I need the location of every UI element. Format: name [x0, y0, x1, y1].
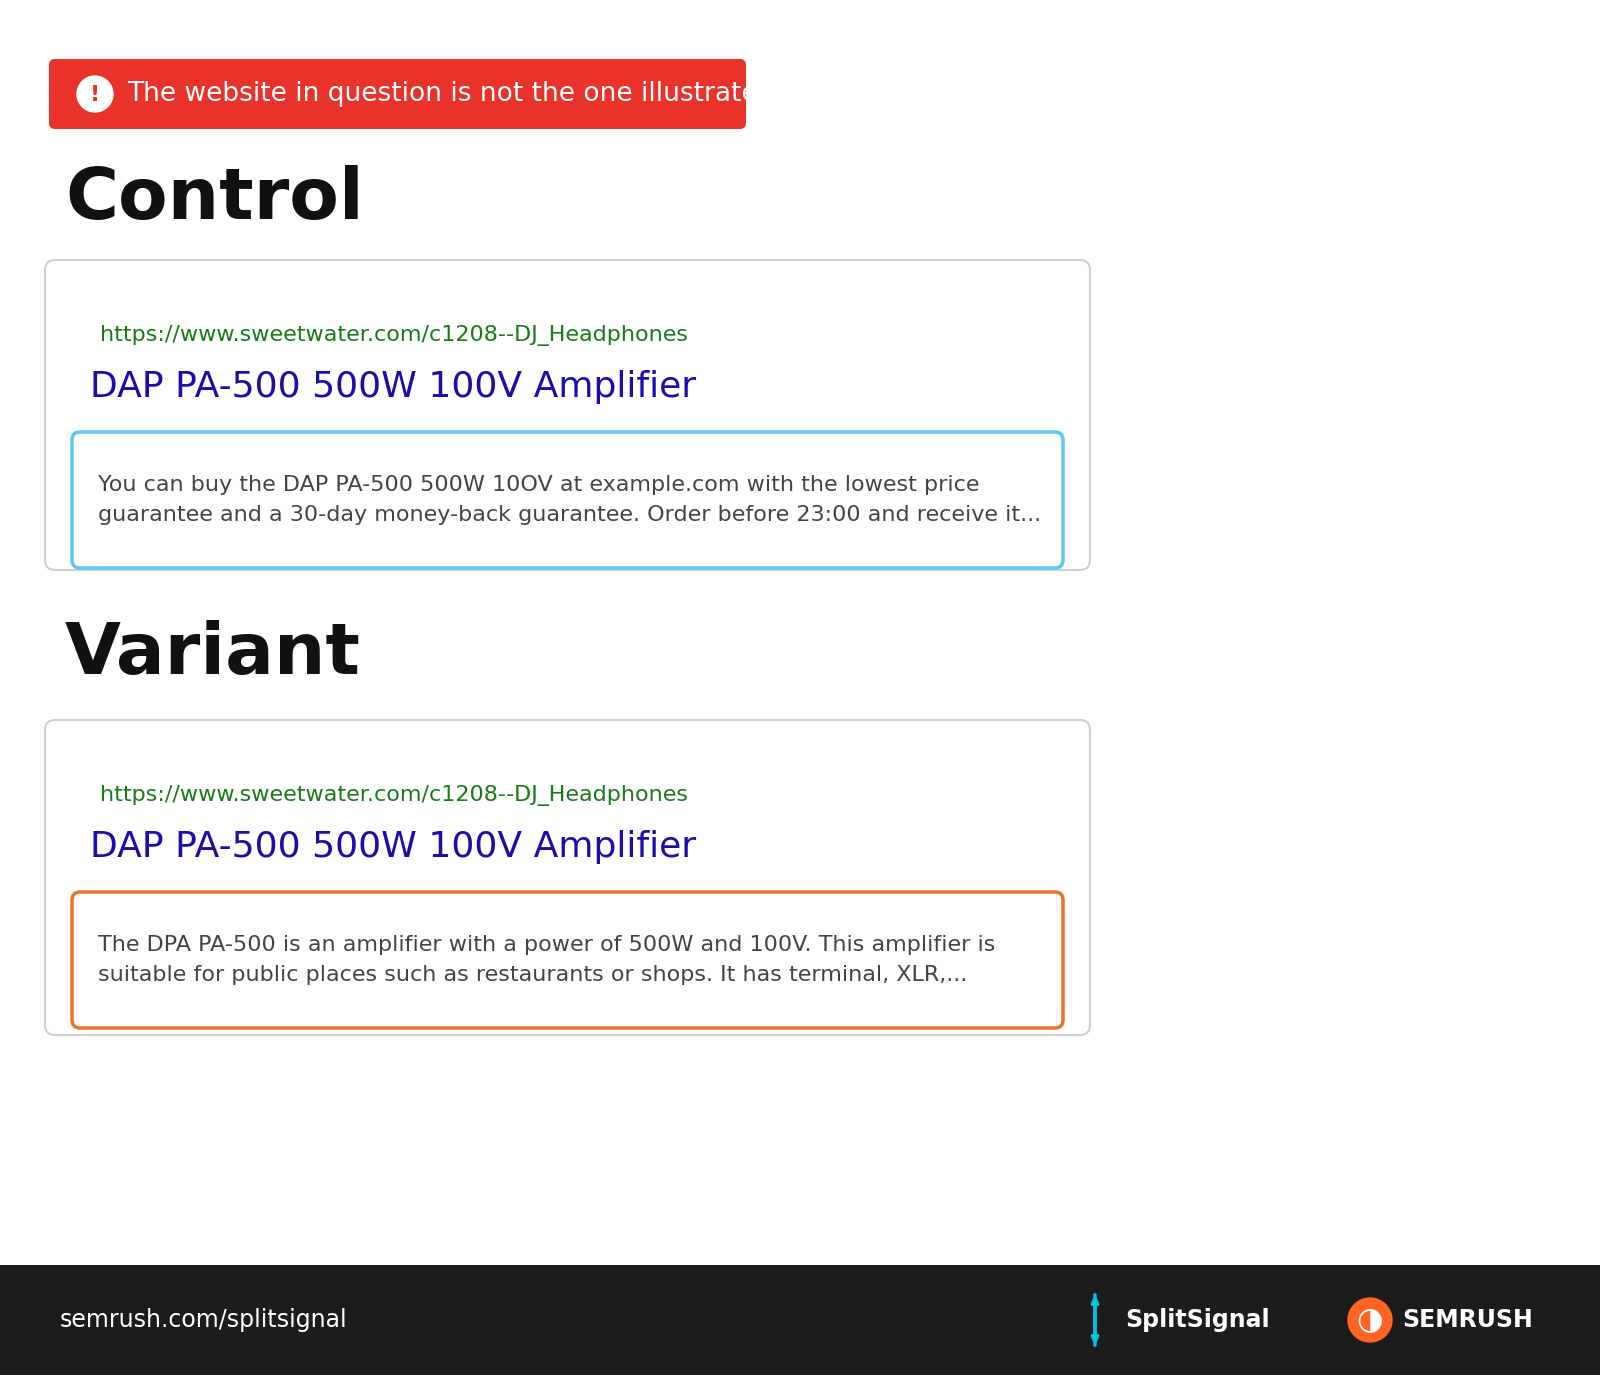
Text: You can buy the DAP PA-500 500W 10OV at example.com with the lowest price
guaran: You can buy the DAP PA-500 500W 10OV at …	[98, 474, 1042, 525]
Text: SEMRUSH: SEMRUSH	[1402, 1308, 1533, 1332]
Text: DAP PA-500 500W 100V Amplifier: DAP PA-500 500W 100V Amplifier	[90, 370, 696, 404]
FancyBboxPatch shape	[45, 720, 1090, 1035]
Text: The website in question is not the one illustrated.: The website in question is not the one i…	[126, 81, 782, 107]
Text: SplitSignal: SplitSignal	[1125, 1308, 1270, 1332]
FancyBboxPatch shape	[50, 59, 746, 129]
Text: DAP PA-500 500W 100V Amplifier: DAP PA-500 500W 100V Amplifier	[90, 830, 696, 864]
Text: semrush.com/splitsignal: semrush.com/splitsignal	[61, 1308, 347, 1332]
Text: !: !	[90, 85, 101, 104]
Circle shape	[1347, 1298, 1392, 1342]
Circle shape	[77, 76, 114, 111]
FancyBboxPatch shape	[45, 260, 1090, 571]
FancyBboxPatch shape	[72, 432, 1062, 568]
Bar	[0, 1265, 1600, 1375]
Text: ◑: ◑	[1357, 1305, 1384, 1335]
Text: The DPA PA-500 is an amplifier with a power of 500W and 100V. This amplifier is
: The DPA PA-500 is an amplifier with a po…	[98, 935, 995, 986]
Text: https://www.sweetwater.com/c1208--DJ_Headphones: https://www.sweetwater.com/c1208--DJ_Hea…	[99, 785, 688, 806]
Text: Control: Control	[66, 165, 363, 234]
FancyBboxPatch shape	[72, 892, 1062, 1028]
Text: https://www.sweetwater.com/c1208--DJ_Headphones: https://www.sweetwater.com/c1208--DJ_Hea…	[99, 324, 688, 346]
Text: Variant: Variant	[66, 620, 362, 689]
